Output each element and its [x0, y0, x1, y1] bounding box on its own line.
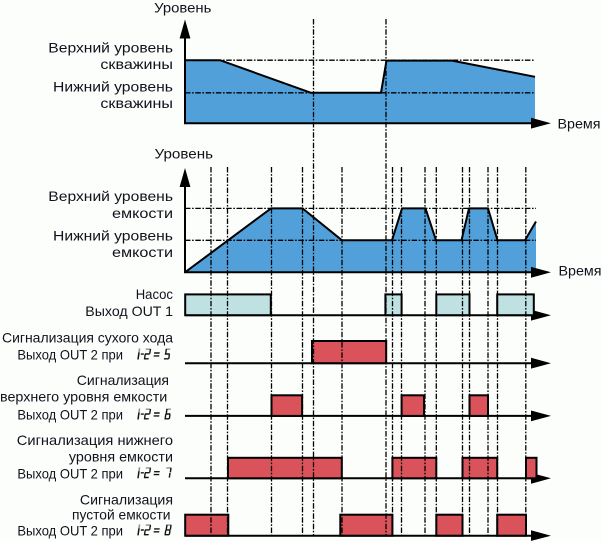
svg-text:Верхний уровень: Верхний уровень [48, 188, 173, 204]
svg-text:Выход OUT 2 при: Выход OUT 2 при [17, 523, 123, 539]
svg-text:Нижний уровень: Нижний уровень [53, 78, 173, 94]
svg-text:Сигнализация нижнего: Сигнализация нижнего [17, 432, 173, 448]
svg-text:Сигнализация: Сигнализация [77, 372, 169, 388]
svg-text:Верхний уровень: Верхний уровень [48, 39, 173, 55]
svg-text:Уровень: Уровень [155, 146, 214, 162]
svg-text:Нижний уровень: Нижний уровень [53, 227, 173, 243]
svg-text:Выход OUT 1: Выход OUT 1 [85, 303, 173, 319]
svg-text:уровня емкости: уровня емкости [69, 449, 173, 465]
svg-text:Насос: Насос [136, 286, 173, 302]
svg-text:Сигнализация: Сигнализация [80, 492, 173, 508]
svg-text:Сигнализация сухого хода: Сигнализация сухого хода [2, 329, 173, 345]
svg-text:скважины: скважины [100, 56, 173, 72]
svg-text:Время: Время [559, 263, 602, 279]
svg-text:скважины: скважины [100, 95, 173, 111]
svg-text:верхнего уровня емкости: верхнего уровня емкости [0, 389, 167, 405]
svg-text:емкости: емкости [112, 205, 173, 221]
svg-text:пустой емкости: пустой емкости [72, 507, 171, 523]
svg-text:Уровень: Уровень [154, 0, 211, 16]
svg-text:Выход OUT 2 при: Выход OUT 2 при [17, 347, 123, 363]
svg-text:Время: Время [558, 116, 601, 132]
svg-text:Выход OUT 2 при: Выход OUT 2 при [17, 407, 123, 423]
svg-text:емкости: емкости [112, 244, 173, 260]
svg-text:Выход OUT 2 при: Выход OUT 2 при [17, 465, 123, 481]
